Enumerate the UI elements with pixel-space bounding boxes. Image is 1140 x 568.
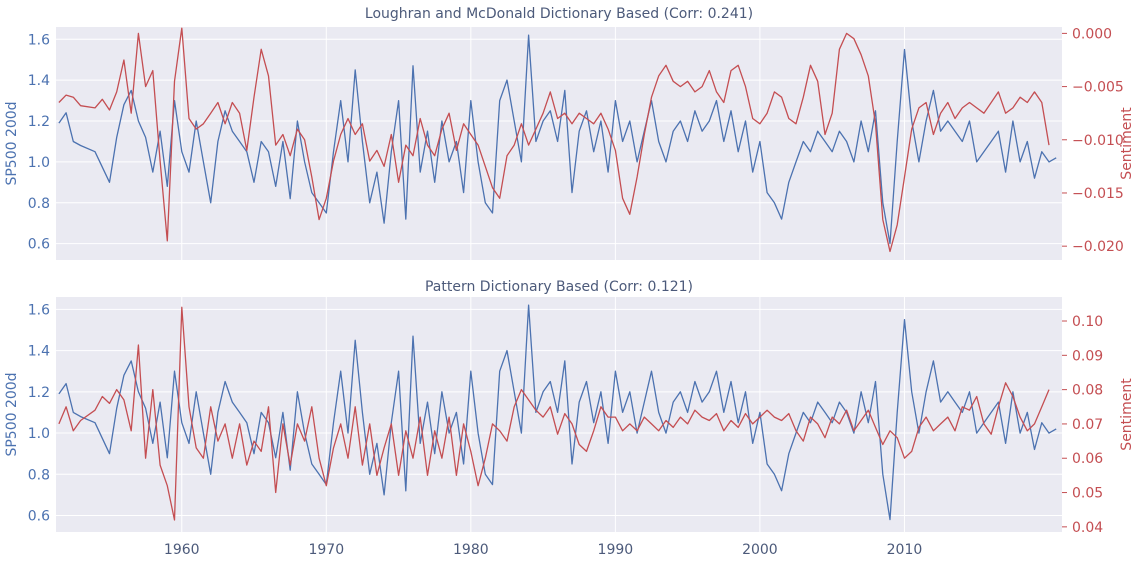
x-tick-label: 2000 <box>742 542 778 558</box>
y-tick-label-left: 0.6 <box>28 237 50 253</box>
y-axis-label-left: SP500 200d <box>4 372 20 456</box>
y-tick-label-left: 0.8 <box>28 467 50 483</box>
y-tick-label-right: 0.10 <box>1072 314 1103 330</box>
y-tick-label-left: 1.2 <box>28 385 50 401</box>
y-axis-label-left: SP500 200d <box>4 101 20 185</box>
sentiment-series-line <box>58 306 1050 521</box>
y-tick-label-right: 0.08 <box>1072 383 1103 399</box>
y-tick-label-right: −0.020 <box>1072 239 1124 255</box>
chart-title: Loughran and McDonald Dictionary Based (… <box>365 6 753 22</box>
plot-area <box>56 27 1062 260</box>
x-tick-label: 1960 <box>164 542 200 558</box>
y-tick-label-left: 0.8 <box>28 196 50 212</box>
y-axis-label-right: Sentiment <box>1119 107 1135 180</box>
x-tick-label: 1990 <box>598 542 634 558</box>
y-tick-label-left: 1.0 <box>28 155 50 171</box>
x-tick-label: 2010 <box>887 542 923 558</box>
chart-panel-2: 1960 1970 1980 1990 2000 2010 0.6 0.8 1.0 1.2 1.4 1… <box>4 279 1135 558</box>
y-tick-label-right: 0.04 <box>1072 520 1103 536</box>
y-tick-label-right: −0.005 <box>1072 80 1124 96</box>
y-tick-label-right: −0.010 <box>1072 133 1124 149</box>
y-tick-label-left: 0.6 <box>28 509 50 525</box>
x-tick-label: 1980 <box>453 542 489 558</box>
y-tick-label-right: 0.000 <box>1072 26 1112 42</box>
sp500-series-line <box>58 34 1057 245</box>
x-tick-label: 1970 <box>308 542 344 558</box>
y-tick-label-right: 0.05 <box>1072 486 1103 502</box>
chart-panel-1: 0.6 0.8 1.0 1.2 1.4 1.6 −0.020 −0.015 −0.010 −0.0… <box>4 6 1135 260</box>
y-tick-label-right: 0.09 <box>1072 348 1103 364</box>
y-tick-label-right: −0.015 <box>1072 186 1124 202</box>
y-tick-label-right: 0.06 <box>1072 451 1103 467</box>
y-tick-label-left: 1.2 <box>28 114 50 130</box>
y-tick-label-left: 1.6 <box>28 32 50 48</box>
y-tick-label-left: 1.4 <box>28 344 50 360</box>
y-tick-label-left: 1.4 <box>28 73 50 89</box>
y-tick-label-right: 0.07 <box>1072 417 1103 433</box>
y-tick-label-left: 1.6 <box>28 302 50 318</box>
sentiment-series-line <box>58 27 1050 253</box>
sp500-series-line <box>58 304 1057 521</box>
chart-title: Pattern Dictionary Based (Corr: 0.121) <box>425 279 693 295</box>
y-tick-label-left: 1.0 <box>28 426 50 442</box>
y-axis-label-right: Sentiment <box>1119 378 1135 451</box>
plot-area <box>56 297 1062 532</box>
